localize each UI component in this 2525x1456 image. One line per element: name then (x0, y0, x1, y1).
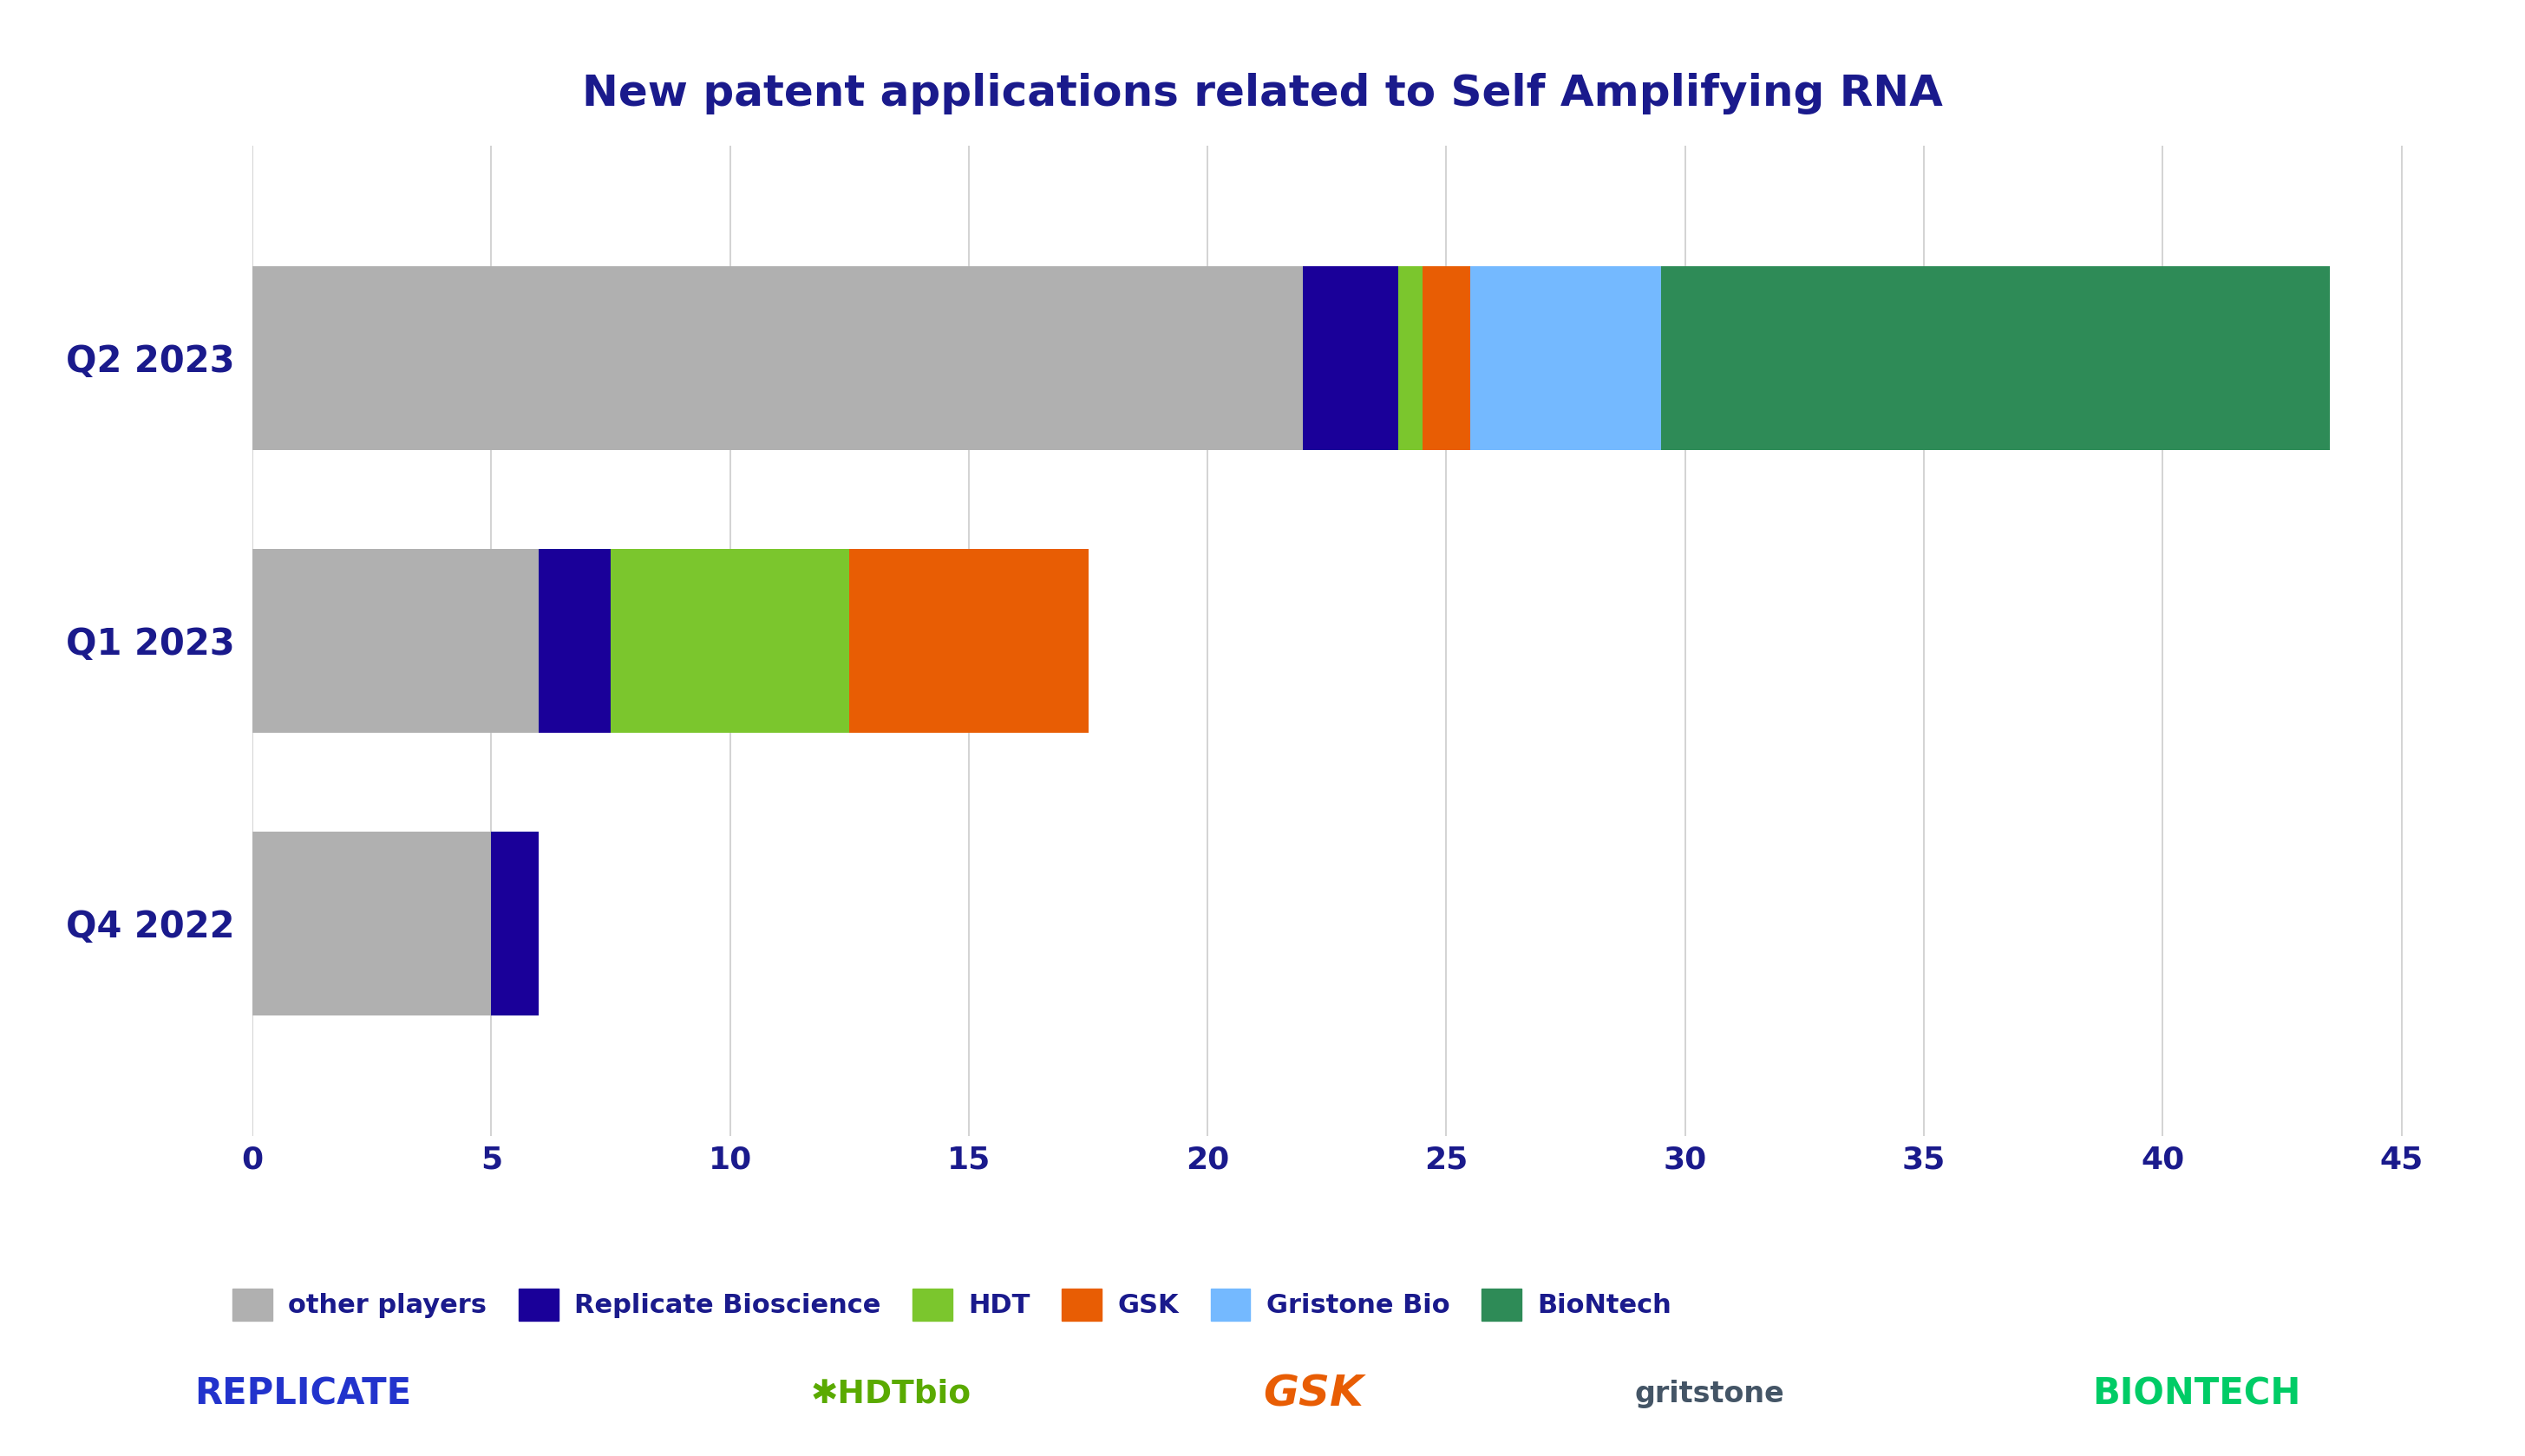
Bar (611, 549, 848, 732)
Legend: other players, Replicate Bioscience, HDT, GSK, Gristone Bio, BioNtech: other players, Replicate Bioscience, HDT… (222, 1277, 1682, 1331)
Bar (1470, 266, 1661, 450)
Bar (1303, 266, 1399, 450)
Bar (1422, 266, 1470, 450)
Text: gritstone: gritstone (1634, 1380, 1785, 1408)
Bar (253, 831, 492, 1015)
Text: New patent applications related to Self Amplifying RNA: New patent applications related to Self … (583, 73, 1942, 115)
Bar (720, 1338, 1060, 1450)
Bar (492, 831, 538, 1015)
Text: BIONTECH: BIONTECH (2093, 1376, 2300, 1412)
Bar (253, 266, 1303, 450)
Bar (538, 549, 611, 732)
Text: ✱HDTbio: ✱HDTbio (811, 1379, 972, 1409)
Bar (1515, 1338, 1906, 1450)
Text: GSK: GSK (1262, 1373, 1364, 1415)
Text: REPLICATE: REPLICATE (194, 1376, 412, 1412)
Bar (253, 549, 538, 732)
Text: REPLICATE: REPLICATE (194, 1376, 412, 1412)
Bar (848, 549, 1088, 732)
Bar (1661, 266, 2331, 450)
Bar (1399, 266, 1422, 450)
